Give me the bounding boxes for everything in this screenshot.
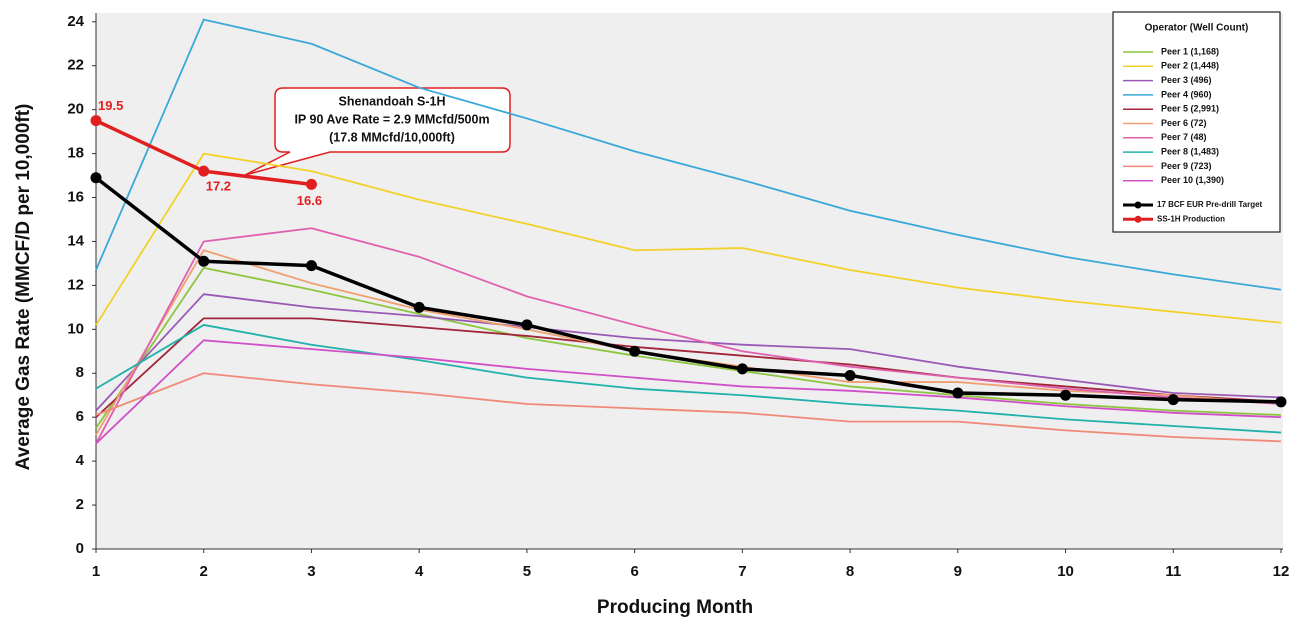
point [305, 260, 317, 272]
y-tick-label: 8 [76, 364, 84, 381]
legend-label: Peer 3 (496) [1161, 75, 1212, 85]
legend-label: Peer 4 (960) [1161, 89, 1212, 99]
series-line [95, 227, 1282, 444]
series-line [95, 152, 1282, 326]
x-tick-label: 11 [1165, 563, 1181, 580]
series-line [95, 293, 1282, 412]
point [90, 172, 102, 184]
annotation-text: Shenandoah S-1H [339, 94, 446, 108]
series-line [95, 18, 1282, 291]
x-tick-label: 2 [200, 563, 208, 580]
legend-label: Peer 5 (2,991) [1161, 104, 1219, 114]
legend-marker [1134, 215, 1142, 223]
series-line [95, 324, 1282, 434]
annotation: Shenandoah S-1H IP 90 Ave Rate = 2.9 MMc… [244, 87, 511, 176]
y-tick-label: 24 [67, 13, 84, 30]
series-line [95, 372, 1282, 443]
y-tick-label: 16 [67, 188, 84, 205]
legend-label: SS-1H Production [1157, 214, 1225, 223]
legend-label: Peer 1 (1,168) [1161, 46, 1219, 56]
callout-box [244, 87, 511, 176]
point [90, 115, 102, 127]
x-tick-label: 4 [415, 563, 424, 580]
legend-label: Peer 7 (48) [1161, 132, 1207, 142]
data-label: 16.6 [297, 193, 322, 208]
point [1060, 389, 1072, 401]
x-tick-label: 6 [630, 563, 638, 580]
legend-label: Peer 10 (1,390) [1161, 175, 1224, 185]
point [629, 345, 641, 357]
y-tick-label: 12 [67, 276, 84, 293]
legend-label: 17 BCF EUR Pre-drill Target [1157, 200, 1263, 209]
plot-area [96, 13, 1283, 549]
legend-label: Peer 6 (72) [1161, 118, 1207, 128]
legend-title: Operator (Well Count) [1145, 23, 1249, 34]
annotation-text: (17.8 MMcfd/10,000ft) [329, 130, 455, 144]
y-axis-title: Average Gas Rate (MMCF/D per 10,000ft) [13, 104, 34, 471]
x-tick-label: 1 [92, 563, 100, 580]
data-label: 17.2 [206, 179, 231, 194]
point [952, 387, 964, 399]
x-tick-label: 10 [1057, 563, 1074, 580]
point [413, 301, 425, 313]
annotation-text: IP 90 Ave Rate = 2.9 MMcfd/500m [294, 112, 489, 126]
y-tick-label: 10 [67, 320, 84, 337]
point [198, 255, 210, 267]
point [198, 165, 210, 177]
y-tick-label: 18 [67, 145, 84, 162]
point [1167, 394, 1179, 406]
x-axis-title: Producing Month [597, 597, 753, 618]
series-line [95, 317, 1282, 418]
point [521, 319, 533, 331]
legend-marker [1134, 201, 1142, 209]
y-tick-label: 2 [76, 496, 84, 513]
legend-box [1112, 11, 1281, 233]
series-line [95, 266, 1282, 429]
y-tick-label: 0 [76, 540, 84, 557]
y-tick-label: 6 [76, 408, 84, 425]
legend-label: Peer 9 (723) [1161, 161, 1212, 171]
series-line [95, 339, 1282, 445]
point [844, 369, 856, 381]
y-tick-label: 14 [67, 232, 84, 249]
x-tick-label: 8 [846, 563, 854, 580]
point [736, 363, 748, 375]
y-tick-label: 20 [67, 101, 84, 118]
series-line [94, 176, 1282, 404]
data-label: 19.5 [98, 98, 123, 113]
point [1275, 396, 1287, 408]
x-tick-label: 7 [738, 563, 746, 580]
x-tick-label: 9 [954, 563, 962, 580]
legend-label: Peer 8 (1,483) [1161, 146, 1219, 156]
point [305, 178, 317, 190]
legend-label: Peer 2 (1,448) [1161, 61, 1219, 71]
x-tick-label: 5 [523, 563, 531, 580]
x-tick-label: 12 [1273, 563, 1290, 580]
y-tick-label: 22 [67, 57, 84, 74]
y-tick-label: 4 [76, 452, 85, 469]
x-tick-label: 3 [307, 563, 315, 580]
